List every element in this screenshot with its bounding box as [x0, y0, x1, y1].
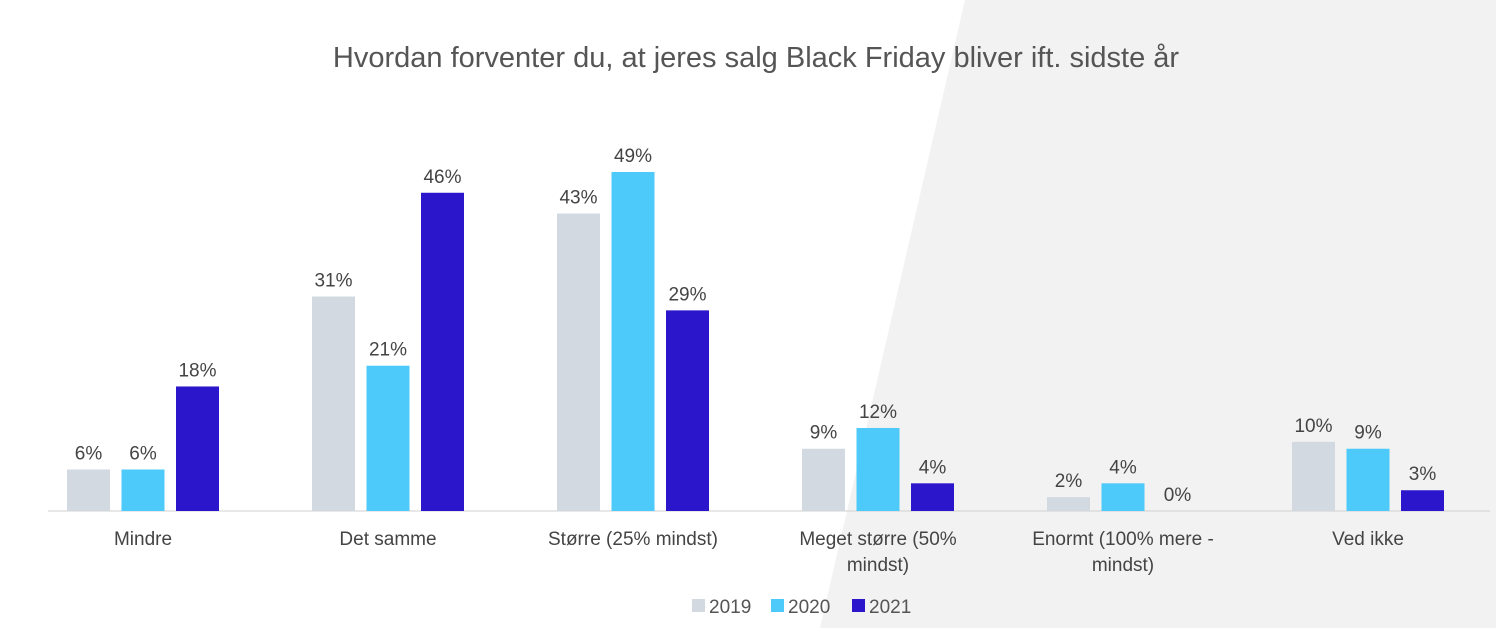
bar-2020-3	[856, 427, 900, 511]
legend-label: 2019	[709, 597, 751, 618]
chart-title: Hvordan forventer du, at jeres salg Blac…	[333, 42, 1180, 74]
data-label: 31%	[314, 271, 352, 292]
category-label: Det samme	[339, 529, 436, 550]
bar-2020-0	[121, 469, 165, 511]
legend-swatch-2021	[852, 599, 865, 612]
data-label: 10%	[1294, 416, 1332, 437]
data-label: 9%	[1354, 423, 1382, 444]
data-label: 43%	[559, 188, 597, 209]
bar-2021-3	[911, 483, 954, 511]
data-label: 12%	[859, 402, 897, 423]
bar-2019-4	[1047, 497, 1090, 511]
legend-swatch-2019	[692, 599, 705, 612]
bar-2021-0	[176, 386, 219, 511]
bar-2020-5	[1346, 448, 1390, 511]
data-label: 0%	[1164, 485, 1192, 506]
data-label: 9%	[810, 423, 838, 444]
data-label: 18%	[178, 360, 216, 381]
bar-2019-0	[67, 469, 110, 511]
bar-2019-3	[802, 448, 845, 511]
bar-2021-2	[666, 310, 709, 511]
bar-2020-1	[366, 365, 410, 511]
category-label: Enormt (100% mere -	[1032, 529, 1214, 550]
bar-2019-2	[557, 213, 600, 512]
legend-swatch-2020	[771, 599, 784, 612]
data-label: 2%	[1055, 471, 1083, 492]
bar-2020-2	[611, 172, 655, 511]
data-label: 4%	[919, 457, 947, 478]
bar-2019-1	[312, 296, 355, 511]
bar-2019-5	[1292, 441, 1335, 511]
data-label: 21%	[369, 340, 407, 361]
category-label: Meget større (50%	[799, 529, 956, 550]
data-label: 46%	[423, 167, 461, 188]
bar-2021-5	[1401, 490, 1444, 511]
bar-2020-4	[1101, 483, 1145, 511]
data-label: 3%	[1409, 464, 1437, 485]
data-label: 6%	[75, 443, 103, 464]
category-label: mindst)	[847, 555, 909, 576]
bar-2021-1	[421, 192, 464, 511]
data-label: 29%	[668, 284, 706, 305]
legend-label: 2021	[869, 597, 911, 618]
category-label: Ved ikke	[1332, 529, 1404, 550]
legend-label: 2020	[788, 597, 830, 618]
data-label: 49%	[614, 146, 652, 167]
category-label: mindst)	[1092, 555, 1154, 576]
data-label: 4%	[1109, 457, 1137, 478]
data-label: 6%	[129, 443, 157, 464]
category-label: Større (25% mindst)	[548, 529, 718, 550]
category-label: Mindre	[114, 529, 172, 550]
